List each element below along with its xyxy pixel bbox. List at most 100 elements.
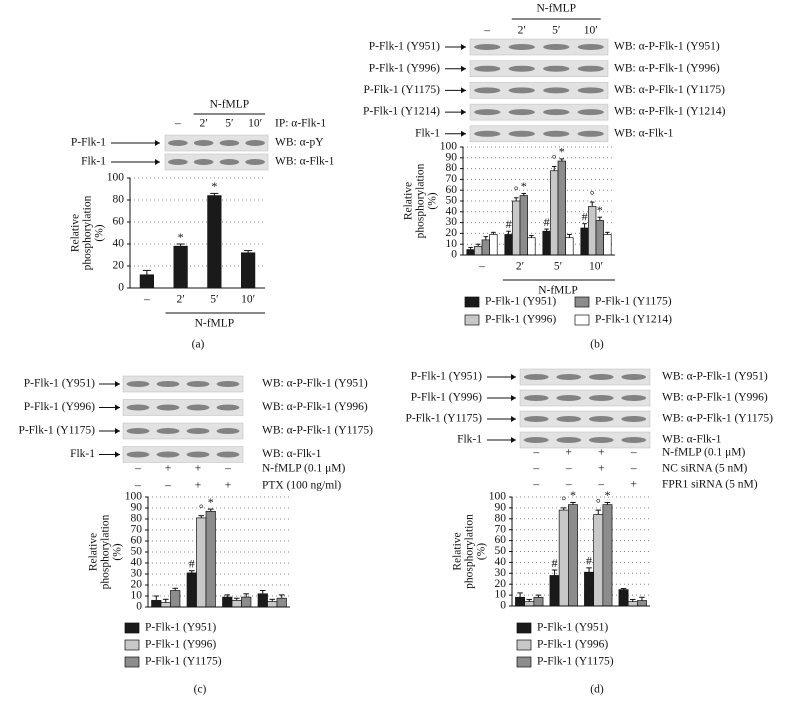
blot-band [556,374,582,380]
bar [504,234,513,256]
blot-band [156,404,180,411]
y-tick-label: 100 [489,491,507,503]
blot-band [474,65,501,72]
legend-label: P-Flk-1 (Y1175) [537,656,614,668]
treatment-header: N-fMLP [210,99,250,111]
blot-band [556,395,582,401]
blot-band [474,109,501,116]
row-label: P-Flk-1 (Y996) [24,401,95,413]
y-tick-label: 90 [446,151,458,163]
legend-swatch [124,656,140,668]
legend-swatch [124,639,140,651]
blot-band [186,428,210,434]
y-tick-label: 80 [446,162,458,174]
row-label: P-Flk-1 (Y1175) [405,413,482,425]
bar [267,601,278,608]
bar [524,601,535,607]
blot-strip [122,375,244,393]
bar [542,230,551,256]
lane-label: 2′ [518,25,526,37]
blot-strip [519,431,651,449]
arrow-head [115,381,120,387]
bar [557,160,566,256]
y-axis-label: (%) [476,543,488,560]
blot-band [219,140,240,146]
blot-strip [122,399,244,416]
antibody-label: WB: α-P-Flk-1 (Y1175) [262,425,373,437]
bar [205,510,216,608]
condition-label: N-fMLP (0.1 μM) [262,463,346,475]
blot-strip [519,368,651,386]
blot-band [193,159,214,165]
arrow-head [511,374,516,380]
blot-band [508,109,535,116]
blot-band [186,451,210,458]
bar [603,234,612,256]
antibody-label: WB: α-Flk-1 [614,127,674,139]
blot-band [588,416,614,422]
group-label: N-fMLP [195,318,235,330]
lane-label: – [483,25,490,37]
y-tick-label: 40 [131,557,143,569]
antibody-label: WB: α-Flk-1 [662,434,722,446]
bar [558,509,569,607]
blot-strip [164,153,269,171]
blot-band [216,381,240,387]
legend-swatch [574,296,590,308]
blot-band [543,65,570,72]
bar [602,504,613,607]
y-tick-label: 0 [136,601,142,613]
bar [618,589,629,607]
blot-band [588,395,614,401]
condition-sign: – [224,463,231,475]
row-label: P-Flk-1 (Y1175) [363,84,440,96]
x-tick-label: 5′ [210,294,218,306]
blot-band [508,65,535,72]
significance-mark: * [570,488,576,502]
y-tick-label: 60 [446,184,458,196]
bar [627,601,638,607]
blot-band [508,87,535,94]
blot-band [216,428,240,434]
blot-band [577,65,604,72]
blot-band [523,437,549,443]
significance-mark: ° [561,494,566,508]
arrow-head [115,451,120,458]
blot-band [156,451,180,458]
y-tick-label: 70 [131,524,143,536]
significance-mark: * [178,230,184,244]
significance-mark: * [604,488,610,502]
row-label: Flk-1 [415,127,440,139]
arrow-head [461,130,466,137]
blot-strip [164,134,269,152]
antibody-label: WB: α-P-Flk-1 (Y996) [262,401,368,413]
x-tick-label: 10′ [241,294,255,306]
blot-strip [519,410,651,428]
bar [549,575,560,607]
bar [593,514,604,607]
blot-strip [122,422,244,440]
y-axis-label: Relative [88,533,100,571]
bar [565,237,574,256]
bar [160,602,171,608]
blot-band [126,428,150,434]
condition-sign: + [631,479,638,491]
y-tick-label: 30 [495,567,507,579]
row-label: P-Flk-1 [71,137,106,149]
arrow-head [511,416,516,422]
condition-sign: + [598,463,605,475]
significance-mark: # [189,556,195,570]
bar [170,590,181,608]
bar [207,195,222,289]
row-label: Flk-1 [81,156,106,168]
legend-label: P-Flk-1 (Y1175) [145,656,222,668]
blot-band [156,428,180,434]
significance-mark: ° [199,501,204,515]
row-label: Flk-1 [70,448,95,460]
y-tick-label: 20 [113,260,125,272]
condition-sign: – [134,463,141,475]
y-tick-label: 80 [113,194,125,206]
row-label: P-Flk-1 (Y1214) [363,106,440,118]
bar [584,571,595,607]
